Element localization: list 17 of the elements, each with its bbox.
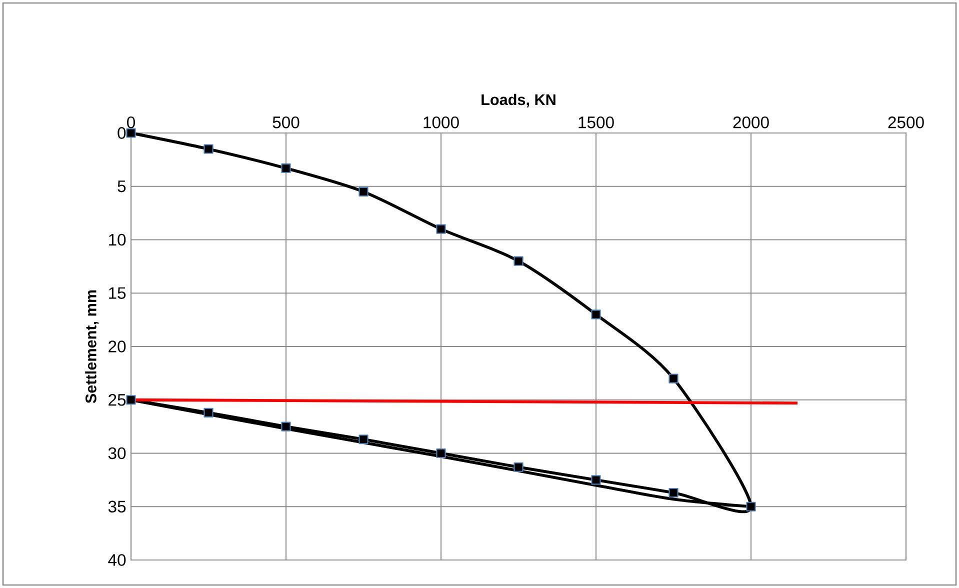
x-tick-label: 0 — [127, 116, 135, 128]
y-tick-label: 25 — [108, 394, 126, 406]
y-tick-label: 5 — [118, 180, 126, 192]
x-tick-label: 1000 — [424, 116, 459, 128]
y-axis-title: Settlement, mm — [85, 290, 99, 404]
x-tick-label: 500 — [272, 116, 300, 128]
y-tick-label: 0 — [118, 127, 126, 139]
x-tick-label: 1500 — [578, 116, 614, 128]
y-tick-label: 15 — [109, 287, 126, 299]
y-tick-label: 10 — [109, 234, 126, 246]
x-tick-label: 2000 — [733, 116, 769, 128]
x-axis-title: Loads, KN — [482, 94, 556, 108]
x-tick-label: 2500 — [888, 116, 924, 128]
y-tick-label: 30 — [108, 447, 126, 460]
y-tick-label: 40 — [108, 554, 126, 566]
y-tick-label: 35 — [108, 500, 126, 513]
y-tick-label: 20 — [108, 340, 126, 352]
